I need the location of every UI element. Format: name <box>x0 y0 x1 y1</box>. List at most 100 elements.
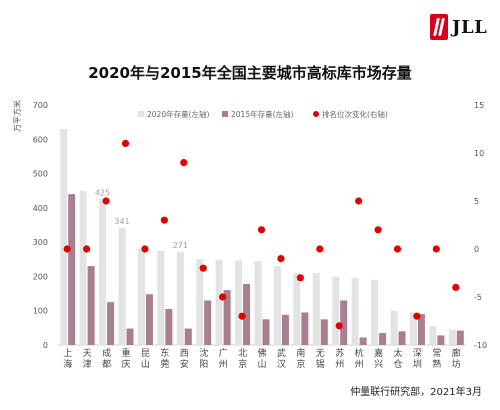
rank-change-point <box>238 312 246 320</box>
y-left-tick-label: 700 <box>33 101 48 110</box>
bar-2020 <box>429 326 437 345</box>
x-category-label: 汉 <box>277 359 286 370</box>
bar-2020 <box>137 249 145 345</box>
x-category-label: 圳 <box>413 359 422 370</box>
y-left-tick-label: 600 <box>33 135 48 144</box>
rank-change-point <box>141 245 149 253</box>
rank-change-point <box>121 139 130 147</box>
bar-2015 <box>281 314 289 345</box>
bar-data-label: 271 <box>173 241 188 250</box>
chart-title: 2020年与2015年全国主要城市高标库市场存量 <box>88 64 412 82</box>
bar-2015 <box>145 294 153 345</box>
x-category-label: 阳 <box>199 359 208 370</box>
bar-data-label: 425 <box>95 188 110 197</box>
x-category-label: 州 <box>355 359 364 370</box>
x-category-label: 天 <box>83 349 92 359</box>
x-category-label: 重 <box>121 347 130 359</box>
bar-2015 <box>87 266 95 345</box>
bar-2015 <box>126 328 134 345</box>
legend-2020-swatch <box>138 111 144 117</box>
x-category-label: 海 <box>63 358 72 370</box>
rank-change-point <box>316 245 324 253</box>
y-right-tick-label: 15 <box>474 101 484 110</box>
bar-2020 <box>409 312 417 345</box>
x-category-label: 山 <box>257 359 266 370</box>
bar-2020 <box>254 261 262 345</box>
x-category-label: 北 <box>238 348 247 359</box>
legend-2020-label: 2020年存量(左轴) <box>147 109 210 119</box>
x-category-label: 南 <box>296 347 305 359</box>
bar-2015 <box>204 300 212 345</box>
y-left-tick-label: 500 <box>33 170 48 179</box>
y-left-tick-label: 300 <box>33 238 48 247</box>
x-category-label: 仓 <box>393 358 402 370</box>
y-right-tick-label: 10 <box>474 149 484 158</box>
bar-2015 <box>184 328 192 345</box>
x-category-label: 津 <box>83 359 92 370</box>
x-category-label: 坊 <box>452 358 461 370</box>
bar-2020 <box>235 260 243 345</box>
bar-2020 <box>273 266 281 345</box>
bar-2015 <box>301 312 309 345</box>
bar-2015 <box>243 283 251 345</box>
x-category-label: 庆 <box>121 358 130 370</box>
y-right-tick-label: 5 <box>474 197 479 206</box>
bar-2020 <box>215 259 223 345</box>
bar-2020 <box>351 278 359 345</box>
rank-change-point <box>374 226 382 234</box>
x-category-label: 昆 <box>141 348 150 359</box>
x-category-label: 武 <box>277 347 286 359</box>
y-left-axis-label: 万平方米 <box>12 100 22 132</box>
bar-2015 <box>417 314 425 345</box>
rank-change-point <box>219 293 227 301</box>
rank-change-point <box>102 197 110 205</box>
source-note: 仲量联行研究部，2021年3月 <box>350 387 482 398</box>
bar-data-label: 341 <box>114 217 129 226</box>
x-category-label: 锡 <box>316 359 325 370</box>
x-category-label: 廊 <box>452 347 461 359</box>
bar-2015 <box>223 290 231 345</box>
bar-2015 <box>262 319 270 345</box>
bar-2020 <box>60 129 68 345</box>
jll-logo: JLL <box>430 14 487 40</box>
x-category-label: 莞 <box>160 358 169 370</box>
x-category-label: 沈 <box>199 347 208 359</box>
x-category-label: 兴 <box>374 359 383 370</box>
bar-2020 <box>390 310 398 345</box>
x-category-label: 州 <box>219 359 228 370</box>
x-category-label: 太 <box>393 347 402 359</box>
bar-2020 <box>99 199 107 345</box>
bar-2020 <box>371 279 379 345</box>
rank-change-point <box>277 255 285 263</box>
rank-change-point <box>296 274 304 282</box>
rank-change-point <box>160 216 168 224</box>
legend-2015-label: 2015年存量(左轴) <box>231 109 294 119</box>
rank-change-point <box>355 197 363 205</box>
bar-2015 <box>107 302 115 345</box>
rank-change-point <box>393 245 402 253</box>
x-category-label: 嘉 <box>374 347 383 359</box>
x-category-label: 州 <box>335 359 344 370</box>
bar-2020 <box>448 329 456 345</box>
bar-2015 <box>359 337 367 345</box>
x-category-label: 佛 <box>257 347 266 359</box>
x-category-label: 熟 <box>432 358 441 370</box>
x-category-label: 京 <box>296 358 305 370</box>
x-category-label: 无 <box>316 348 325 359</box>
bar-2020 <box>332 276 340 345</box>
y-right-tick-label: -10 <box>474 341 487 350</box>
x-category-label: 常 <box>432 347 441 359</box>
rank-change-point <box>452 283 460 291</box>
bar-2020 <box>157 250 165 345</box>
bar-2020 <box>196 259 204 345</box>
bar-2020 <box>118 228 126 345</box>
bar-2015 <box>437 335 445 345</box>
legend-rank-change-label: 排名位次变化(右轴) <box>322 109 388 119</box>
x-category-label: 成 <box>102 347 111 359</box>
x-category-label: 西 <box>180 348 189 359</box>
bar-2020 <box>293 273 301 345</box>
y-right-tick-label: -5 <box>474 293 482 302</box>
rank-change-point <box>257 226 266 234</box>
jll-logo-text: JLL <box>452 16 488 38</box>
